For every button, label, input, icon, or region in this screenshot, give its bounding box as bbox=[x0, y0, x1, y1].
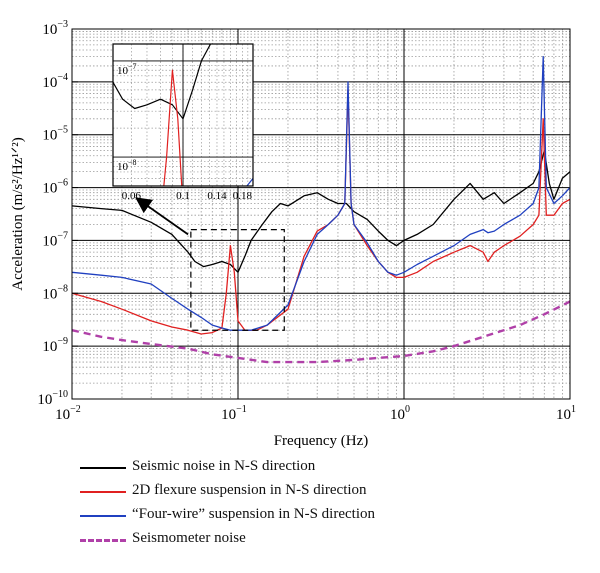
plot-frame bbox=[71, 28, 571, 400]
series-line-four-wire bbox=[71, 55, 571, 331]
zoom-region-box bbox=[190, 229, 285, 331]
y-tick-label: 10−7 bbox=[42, 230, 68, 249]
legend-label-seismometer-noise: Seismometer noise bbox=[132, 530, 246, 546]
series-line-seismic-noise bbox=[71, 149, 571, 273]
x-tick-label: 101 bbox=[556, 404, 576, 423]
y-tick-label: 10−9 bbox=[42, 336, 68, 355]
inset-series-line-seismometer-noise bbox=[0, 172, 600, 282]
legend-label-seismic-noise: Seismic noise in N-S direction bbox=[132, 458, 316, 474]
grid-minor bbox=[72, 29, 570, 399]
y-tick-label: 10−4 bbox=[42, 72, 68, 91]
x-tick-label: 10−2 bbox=[55, 404, 81, 423]
inset-series-line-four-wire bbox=[113, 176, 253, 186]
legend-item-2d-flexure: 2D flexure suspension in N-S direction bbox=[80, 480, 580, 504]
inset-plot bbox=[0, 44, 600, 282]
y-tick-label: 10−8 bbox=[42, 283, 68, 302]
legend-label-four-wire: “Four-wire” suspension in N-S direction bbox=[132, 506, 375, 522]
legend-label-2d-flexure: 2D flexure suspension in N-S direction bbox=[132, 482, 367, 498]
legend-item-four-wire: “Four-wire” suspension in N-S direction bbox=[80, 504, 580, 528]
zoom-arrow bbox=[135, 197, 189, 236]
y-tick-label: 10−3 bbox=[42, 19, 68, 38]
inset-y-tick-label: 10−7 bbox=[117, 62, 137, 77]
x-tick-label: 10−1 bbox=[221, 404, 247, 423]
y-tick-label: 10−6 bbox=[42, 178, 68, 197]
inset-series-line-seismic-noise bbox=[113, 44, 212, 120]
legend: Seismic noise in N-S direction 2D flexur… bbox=[80, 456, 580, 552]
y-tick-label: 10−5 bbox=[42, 125, 68, 144]
ticks-layer: 10−2 10−1 100 101 10−10 10−9 10−8 10−7 10−6 10−5 1… bbox=[37, 19, 576, 423]
inset-x-tick-label: 0.1 bbox=[176, 190, 190, 202]
y-tick-label: 10−10 bbox=[37, 389, 68, 408]
inset-x-tick-label: 0.18 bbox=[233, 190, 253, 202]
x-tick-label: 100 bbox=[390, 404, 410, 423]
legend-swatch-four-wire bbox=[80, 515, 126, 517]
series-line-seismometer-noise bbox=[71, 300, 571, 364]
legend-swatch-seismometer-noise bbox=[80, 539, 126, 542]
legend-swatch-seismic-noise bbox=[80, 467, 126, 469]
inset-x-tick-label: 0.14 bbox=[207, 190, 227, 202]
inset-series-line-2d-flexure bbox=[163, 69, 253, 186]
y-axis-label: Acceleration (m/s²/Hz¹ᐟ²) bbox=[10, 137, 26, 291]
legend-item-seismic-noise: Seismic noise in N-S direction bbox=[80, 456, 580, 480]
x-axis-label: Frequency (Hz) bbox=[274, 433, 369, 449]
legend-item-seismometer-noise: Seismometer noise bbox=[80, 528, 580, 552]
inset-y-tick-label: 10−8 bbox=[117, 158, 137, 173]
legend-swatch-2d-flexure bbox=[80, 491, 126, 493]
inset-frame bbox=[112, 43, 254, 187]
